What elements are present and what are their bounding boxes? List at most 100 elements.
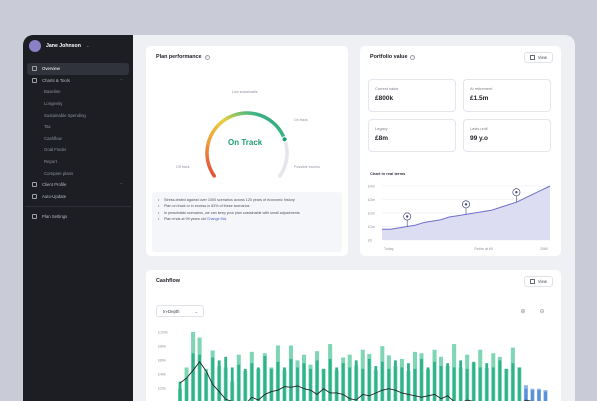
sidebar-item-label: Goal Finder [44, 147, 67, 153]
button-label: View [537, 279, 547, 284]
sidebar-nav: Overview Charts & Tools ⌃ Baseline Longevity… [23, 57, 133, 202]
y-tick-label: £3m [368, 198, 375, 202]
bar [393, 360, 397, 401]
y-tick-label: £60k [158, 358, 166, 362]
bar [433, 361, 436, 401]
bar [413, 368, 417, 401]
gauge-fill [205, 111, 287, 178]
sidebar-item-report[interactable]: Report [27, 156, 129, 168]
bar [531, 390, 534, 401]
sidebar: Jane Johnson ⌄ Overview Charts & Tools ⌃ Ba… [23, 35, 133, 401]
user-menu[interactable]: Jane Johnson ⌄ [23, 35, 133, 57]
gauge-label-low: Low sustainable [232, 90, 258, 94]
bar [387, 368, 391, 401]
area-line [382, 185, 551, 230]
list-item: Plan ends at 99 years old Change this [158, 216, 336, 223]
bar [230, 367, 234, 401]
bar [367, 358, 371, 401]
bar [296, 367, 299, 401]
y-tick-label: £100k [158, 330, 168, 334]
bar [472, 361, 476, 401]
list-item: In pessimistic scenarios, we can keep yo… [158, 210, 336, 217]
bar [426, 367, 430, 401]
sidebar-item-charts-tools[interactable]: Charts & Tools ⌃ [27, 75, 129, 87]
sidebar-item-client-profile[interactable]: Client Profile ⌃ [27, 179, 129, 191]
sidebar-item-label: Plan Settings [42, 214, 68, 220]
select-value: In-Depth [163, 308, 180, 314]
bar [289, 358, 293, 401]
sidebar-item-sustainable-spending[interactable]: Sustainable Spending [27, 109, 129, 121]
portfolio-view-button[interactable]: View [523, 52, 553, 63]
stat-value: 99 y.o [470, 135, 488, 142]
bar [491, 367, 495, 401]
sidebar-item-tax[interactable]: Tax [27, 121, 129, 133]
bar [309, 368, 312, 401]
zoom-out-icon[interactable]: ⊖ [539, 308, 545, 315]
bar [511, 363, 515, 401]
cashflow-line [179, 361, 533, 401]
y-tick-label: £80k [158, 344, 166, 348]
sidebar-item-label: Baseline [44, 89, 61, 95]
bar [217, 360, 221, 401]
gauge-label-possible-excess: Possible excess [294, 165, 320, 169]
plan-status: On Track [228, 138, 263, 147]
cashflow-view-select[interactable]: In-Depth ⌄ [156, 305, 204, 317]
bar [485, 363, 489, 401]
pin-icon[interactable] [512, 188, 521, 203]
bar [322, 368, 326, 401]
pin-icon[interactable] [462, 200, 470, 215]
bar [407, 363, 410, 401]
bar [263, 356, 267, 401]
info-icon[interactable]: i [204, 54, 210, 60]
cashflow-view-button[interactable]: View [523, 276, 553, 287]
portfolio-chart-label: Chart in real terms [370, 171, 406, 176]
sidebar-item-plan-settings[interactable]: Plan Settings [27, 211, 129, 223]
stat-label: Legacy [375, 126, 388, 131]
sidebar-item-compare-plans[interactable]: Compare plans [27, 167, 129, 179]
sidebar-item-label: Sustainable Spending [44, 112, 86, 118]
bar [269, 368, 273, 401]
bar [185, 378, 188, 401]
sidebar-item-goal-finder[interactable]: Goal Finder [27, 144, 129, 156]
gauge-label-off-track: Off track [176, 165, 190, 169]
sidebar-item-longevity[interactable]: Longevity [27, 98, 129, 110]
area-fill [382, 186, 550, 240]
gauge-chart [205, 111, 289, 178]
bar [498, 360, 502, 401]
chevron-down-icon: ⌄ [85, 43, 90, 48]
plan-summary: Stress-tested against over 1000 scenario… [152, 192, 342, 252]
stat-label: Current value [375, 86, 399, 91]
change-plan-end-link[interactable]: Change this [206, 217, 227, 222]
info-icon[interactable]: i [410, 54, 416, 60]
stat-lasts-until: Lasts until 99 y.o [463, 119, 551, 152]
zoom-in-icon[interactable]: ⊕ [520, 308, 526, 315]
card-title-text: Portfolio value [370, 54, 408, 60]
profile-icon [32, 182, 37, 188]
plan-performance-title: Plan performance i [156, 54, 210, 60]
bar [224, 356, 228, 401]
sidebar-item-overview[interactable]: Overview [27, 63, 129, 75]
cashflow-title: Cashflow [156, 278, 180, 284]
x-tick-label: 2060 [540, 247, 548, 251]
bar [361, 368, 365, 401]
document-icon [32, 66, 37, 72]
sidebar-item-label: Cashflow [44, 135, 62, 141]
avatar [29, 40, 41, 52]
bar [237, 364, 241, 401]
y-tick-label: £20k [158, 386, 166, 390]
bar [250, 363, 254, 401]
y-tick-label: £2m [368, 211, 375, 215]
stat-label: At retirement [470, 86, 493, 91]
sidebar-item-cashflow[interactable]: Cashflow [27, 133, 129, 145]
chevron-down-icon: ⌄ [194, 308, 198, 314]
sidebar-item-baseline[interactable]: Baseline [27, 86, 129, 98]
gauge-label-on-track: On track [294, 118, 308, 122]
bar [335, 367, 339, 401]
y-tick-label: £40k [158, 372, 166, 376]
sidebar-item-auto-update[interactable]: Auto-Update [27, 191, 129, 203]
list-item: Plan on track or in excess in 83% of the… [158, 203, 336, 210]
pin-icon[interactable] [403, 212, 412, 227]
bar [243, 368, 247, 401]
bar [446, 363, 450, 401]
